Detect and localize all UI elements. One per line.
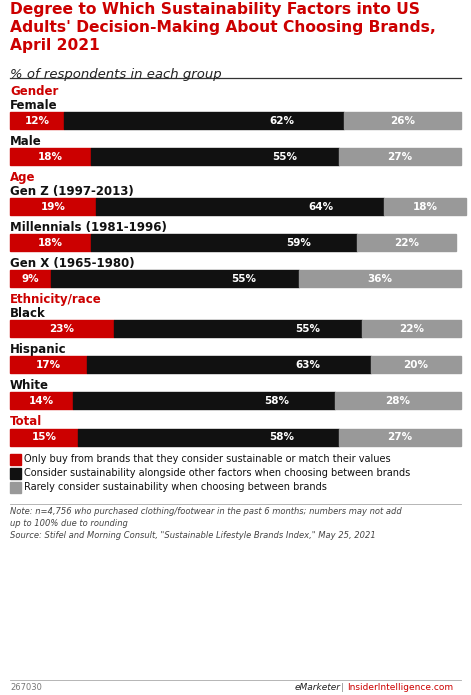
Bar: [91, 148, 339, 165]
Bar: [344, 112, 461, 129]
Bar: [96, 198, 384, 215]
Text: 36%: 36%: [367, 274, 392, 284]
Text: 63%: 63%: [296, 359, 321, 370]
Text: |: |: [341, 683, 344, 692]
Text: 55%: 55%: [272, 152, 297, 161]
Text: Ethnicity/race: Ethnicity/race: [10, 293, 102, 306]
Text: Gen Z (1997-2013): Gen Z (1997-2013): [10, 185, 134, 198]
Bar: [73, 392, 335, 409]
Bar: [10, 429, 78, 446]
Text: Rarely consider sustainability when choosing between brands: Rarely consider sustainability when choo…: [24, 482, 327, 493]
Bar: [384, 198, 465, 215]
Text: 19%: 19%: [41, 202, 65, 211]
Text: Male: Male: [10, 135, 42, 148]
Text: 9%: 9%: [22, 274, 39, 284]
Bar: [10, 112, 64, 129]
Text: 22%: 22%: [394, 238, 419, 247]
Bar: [10, 198, 96, 215]
Text: Gen X (1965-1980): Gen X (1965-1980): [10, 257, 135, 270]
Bar: [64, 112, 344, 129]
Bar: [50, 270, 299, 287]
Text: 28%: 28%: [385, 395, 410, 405]
Bar: [362, 320, 461, 337]
Bar: [10, 320, 114, 337]
Text: Note: n=4,756 who purchased clothing/footwear in the past 6 months; numbers may : Note: n=4,756 who purchased clothing/foo…: [10, 507, 402, 540]
Text: 59%: 59%: [286, 238, 311, 247]
Bar: [339, 429, 461, 446]
Text: 12%: 12%: [24, 115, 49, 126]
Bar: [10, 454, 21, 465]
Text: 26%: 26%: [390, 115, 415, 126]
Text: Black: Black: [10, 307, 46, 320]
Text: 55%: 55%: [295, 323, 320, 334]
Text: 15%: 15%: [32, 432, 57, 443]
Text: 55%: 55%: [232, 274, 257, 284]
Text: Total: Total: [10, 415, 42, 428]
Bar: [371, 356, 461, 373]
Text: 27%: 27%: [388, 152, 413, 161]
Bar: [91, 234, 357, 251]
Text: Millennials (1981-1996): Millennials (1981-1996): [10, 221, 167, 234]
Bar: [10, 270, 50, 287]
Text: Degree to Which Sustainability Factors into US
Adults' Decision-Making About Cho: Degree to Which Sustainability Factors i…: [10, 2, 436, 53]
Text: Hispanic: Hispanic: [10, 343, 66, 356]
Bar: [335, 392, 461, 409]
Bar: [10, 468, 21, 479]
Text: 20%: 20%: [403, 359, 429, 370]
Text: Only buy from brands that they consider sustainable or match their values: Only buy from brands that they consider …: [24, 455, 390, 464]
Text: 27%: 27%: [388, 432, 413, 443]
Bar: [10, 482, 21, 493]
Text: 18%: 18%: [413, 202, 438, 211]
Text: Female: Female: [10, 99, 57, 112]
Text: 22%: 22%: [399, 323, 424, 334]
Text: 23%: 23%: [49, 323, 74, 334]
Bar: [299, 270, 461, 287]
Text: 64%: 64%: [308, 202, 333, 211]
Text: 58%: 58%: [265, 395, 290, 405]
Bar: [10, 148, 91, 165]
Text: 18%: 18%: [38, 152, 63, 161]
Text: 17%: 17%: [36, 359, 61, 370]
Text: Consider sustainability alongside other factors when choosing between brands: Consider sustainability alongside other …: [24, 468, 410, 478]
Text: % of respondents in each group: % of respondents in each group: [10, 68, 222, 81]
Text: White: White: [10, 379, 49, 392]
Text: InsiderIntelligence.com: InsiderIntelligence.com: [347, 683, 453, 692]
Bar: [114, 320, 362, 337]
Text: 58%: 58%: [269, 432, 294, 443]
Text: 62%: 62%: [270, 115, 295, 126]
Bar: [87, 356, 371, 373]
Bar: [78, 429, 339, 446]
Text: 18%: 18%: [38, 238, 63, 247]
Text: eMarketer: eMarketer: [295, 683, 341, 692]
Text: Gender: Gender: [10, 85, 58, 98]
Text: Age: Age: [10, 171, 35, 184]
Bar: [10, 356, 87, 373]
Text: 267030: 267030: [10, 683, 42, 692]
Bar: [357, 234, 456, 251]
Text: 14%: 14%: [29, 395, 54, 405]
Bar: [10, 392, 73, 409]
Bar: [10, 234, 91, 251]
Bar: [339, 148, 461, 165]
